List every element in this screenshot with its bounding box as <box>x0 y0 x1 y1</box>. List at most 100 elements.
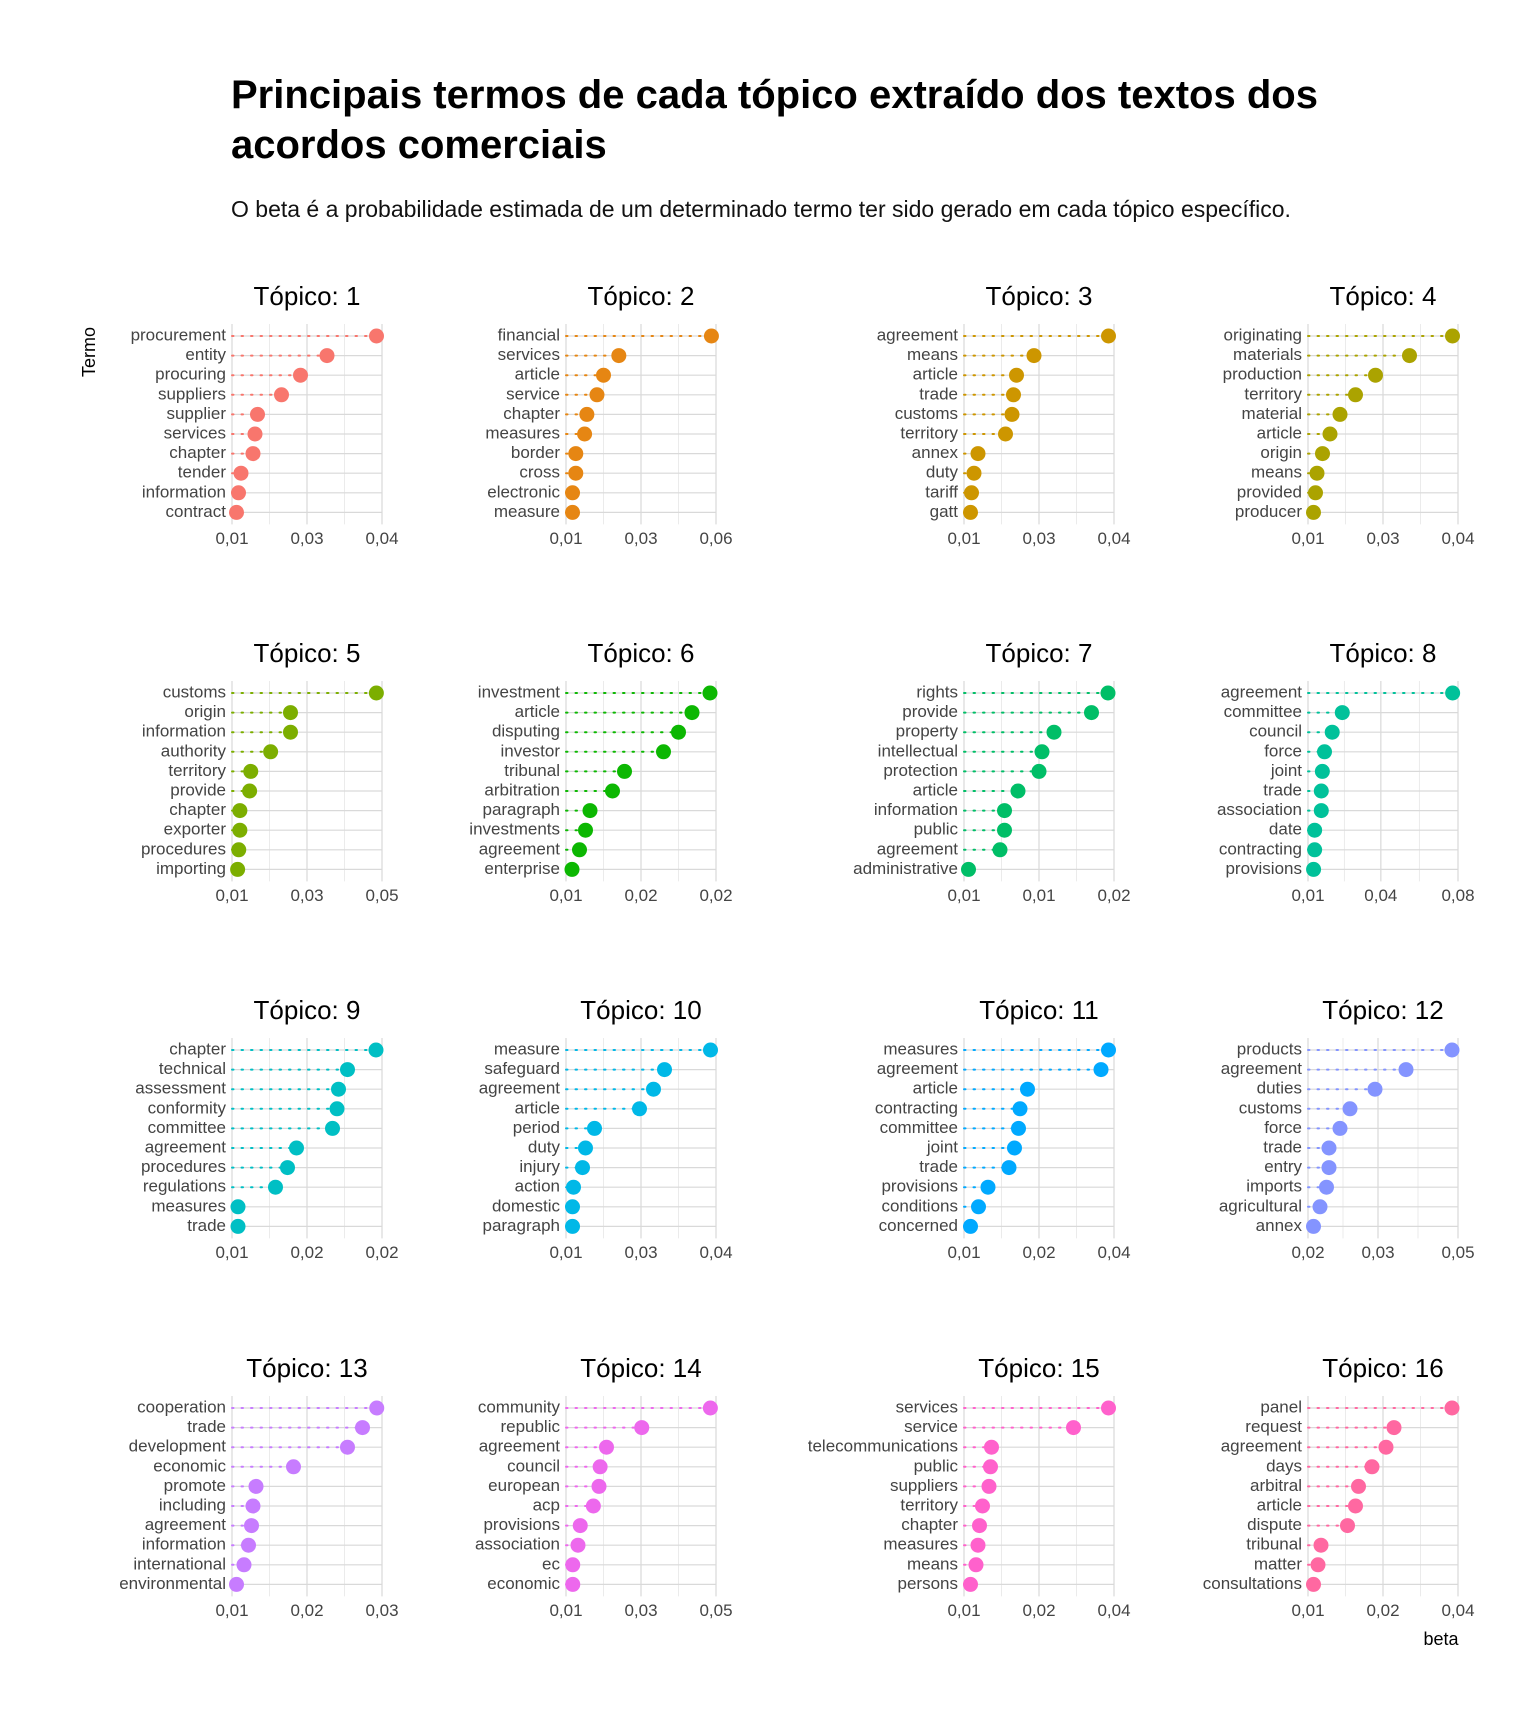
lollipop-dot <box>231 842 247 858</box>
lollipop-dot <box>646 1081 661 1097</box>
lollipop-dot <box>565 485 581 501</box>
category-label: article <box>515 365 560 384</box>
category-label: information <box>142 482 226 501</box>
lollipop-dot <box>1315 446 1330 462</box>
panel-title: Tópico: 3 <box>986 281 1093 311</box>
category-label: committee <box>880 1118 958 1137</box>
lollipop-dot <box>592 1459 608 1475</box>
category-label: supplier <box>166 404 226 423</box>
lollipop-dot <box>617 763 632 779</box>
x-tick-label: 0,01 <box>215 886 248 905</box>
x-tick-label: 0,01 <box>549 1601 582 1620</box>
category-label: border <box>511 443 560 462</box>
lollipop-dot <box>1351 1478 1366 1494</box>
category-label: services <box>896 1397 958 1416</box>
category-label: joint <box>1270 761 1302 780</box>
lollipop-dot <box>572 1518 588 1534</box>
category-label: agreement <box>877 325 959 344</box>
category-label: assessment <box>135 1079 226 1098</box>
category-label: article <box>913 365 958 384</box>
lollipop-dot <box>368 685 384 701</box>
panel-title: Tópico: 13 <box>246 1353 367 1383</box>
category-label: association <box>1217 800 1302 819</box>
category-label: territory <box>900 1495 958 1514</box>
category-label: matter <box>1254 1554 1303 1573</box>
category-label: agreement <box>145 1515 227 1534</box>
lollipop-dot <box>1321 1140 1337 1156</box>
category-label: territory <box>900 423 958 442</box>
panel-title: Tópico: 2 <box>588 281 695 311</box>
category-label: paragraph <box>482 800 560 819</box>
lollipop-dot <box>611 348 627 364</box>
lollipop-dot <box>975 1498 990 1514</box>
category-label: provisions <box>881 1177 958 1196</box>
category-label: property <box>896 722 959 741</box>
category-label: measure <box>494 1039 560 1058</box>
category-label: chapter <box>169 1039 226 1058</box>
category-label: customs <box>1239 1098 1302 1117</box>
x-tick-label: 0,02 <box>1022 1601 1055 1620</box>
x-tick-label: 0,03 <box>290 529 323 548</box>
lollipop-dot <box>289 1140 304 1156</box>
lollipop-dot <box>964 485 979 501</box>
x-tick-label: 0,05 <box>1441 1243 1474 1262</box>
lollipop-dot <box>1011 1120 1026 1136</box>
lollipop-dot <box>1348 1498 1363 1514</box>
lollipop-dot <box>984 1439 999 1455</box>
lollipop-dot <box>605 783 620 799</box>
category-label: material <box>1242 404 1302 423</box>
x-tick-label: 0,08 <box>1441 886 1474 905</box>
lollipop-dot <box>1313 783 1329 799</box>
category-label: chapter <box>169 800 226 819</box>
lollipop-dot <box>591 1478 607 1494</box>
x-tick-label: 0,02 <box>1366 1601 1399 1620</box>
title: Principais termos de cada tópico extraíd… <box>231 73 1318 167</box>
x-tick-label: 0,03 <box>365 1601 398 1620</box>
lollipop-dot <box>293 367 308 383</box>
lollipop-dot <box>966 465 982 481</box>
lollipop-dot <box>577 426 593 442</box>
x-tick-label: 0,05 <box>699 1601 732 1620</box>
x-tick-label: 0,01 <box>215 1243 248 1262</box>
category-label: cooperation <box>137 1397 226 1416</box>
panel-title: Tópico: 1 <box>254 281 361 311</box>
lollipop-dot <box>233 465 249 481</box>
category-label: protection <box>883 761 958 780</box>
category-label: agreement <box>479 1079 561 1098</box>
category-label: measures <box>883 1535 958 1554</box>
lollipop-dot <box>231 485 246 501</box>
lollipop-dot <box>1378 1439 1394 1455</box>
lollipop-dot <box>286 1459 301 1475</box>
lollipop-dot <box>997 822 1012 838</box>
category-label: injury <box>519 1157 560 1176</box>
category-label: procurement <box>131 325 227 344</box>
panel-title: Tópico: 6 <box>588 638 695 668</box>
category-label: service <box>506 384 560 403</box>
category-label: chapter <box>169 443 226 462</box>
lollipop-dot <box>578 822 593 838</box>
y-axis-label: Termo <box>79 327 99 377</box>
panel-title: Tópico: 9 <box>254 995 361 1025</box>
lollipop-dot <box>1332 1120 1348 1136</box>
lollipop-dot <box>325 1120 340 1136</box>
category-label: chapter <box>901 1515 958 1534</box>
lollipop-dot <box>587 1120 602 1136</box>
lollipop-dot <box>702 685 718 701</box>
x-tick-label: 0,01 <box>1291 1601 1324 1620</box>
category-label: agreement <box>479 1437 561 1456</box>
lollipop-dot <box>968 1557 984 1573</box>
x-tick-label: 0,04 <box>699 1243 732 1262</box>
category-label: measure <box>494 502 560 521</box>
lollipop-dot <box>568 465 584 481</box>
category-label: trade <box>1263 1137 1302 1156</box>
lollipop-dot <box>657 1062 672 1078</box>
lollipop-dot <box>585 1498 601 1514</box>
lollipop-dot <box>368 1042 384 1058</box>
category-label: article <box>913 780 958 799</box>
lollipop-dot <box>1100 685 1116 701</box>
x-tick-label: 0,03 <box>624 1243 657 1262</box>
category-label: ec <box>542 1554 560 1573</box>
category-label: article <box>515 702 560 721</box>
subtitle: O beta é a probabilidade estimada de um … <box>231 196 1291 222</box>
